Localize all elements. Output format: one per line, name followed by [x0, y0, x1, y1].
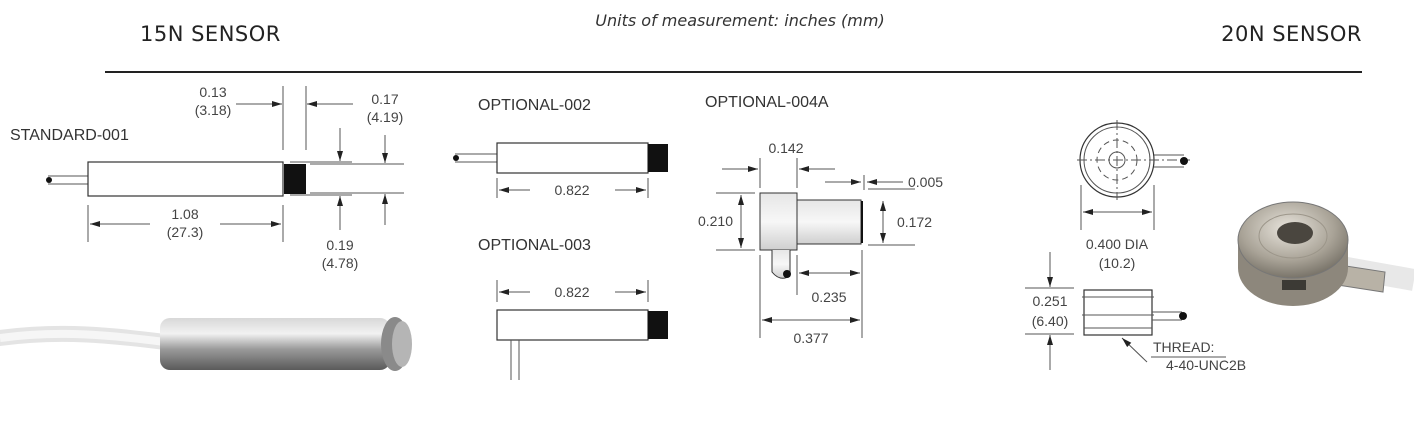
dimension-label: 1.08	[171, 206, 198, 222]
optional-002-drawing: OPTIONAL-002 0.822	[453, 97, 668, 198]
standard-001-label: STANDARD-001	[10, 127, 129, 144]
dimension-label: (3.18)	[195, 102, 232, 118]
dimension-label: 0.13	[199, 84, 226, 100]
dimension-label: (27.3)	[167, 224, 204, 240]
dimension-label: (4.78)	[322, 255, 359, 271]
dimension-label: 0.400 DIA	[1086, 236, 1149, 252]
left-title: 15N SENSOR	[140, 22, 281, 46]
dimension-label: (4.19)	[367, 109, 404, 125]
sensor-body	[87, 161, 284, 197]
dimension-label: 0.172	[897, 214, 932, 230]
dimension-label: (6.40)	[1032, 313, 1069, 329]
optional-004a-drawing: OPTIONAL-004A 0.142 0.005 0.210 0.172 0.…	[698, 94, 943, 346]
dimension-label: 4-40-UNC2B	[1166, 357, 1246, 373]
dimension-label: 0.822	[554, 284, 589, 300]
dimension-label: 0.251	[1032, 293, 1067, 309]
dimension-label: 0.235	[811, 289, 846, 305]
20n-sensor-drawing: 0.400 DIA (10.2) 0.251 (6.40) THREAD: 4-…	[1025, 120, 1246, 373]
15n-sensor-photo	[0, 317, 412, 371]
dimension-label: (10.2)	[1099, 255, 1136, 271]
dimension-label: 0.377	[793, 330, 828, 346]
optional-004a-label: OPTIONAL-004A	[705, 94, 829, 111]
dimension-label: THREAD:	[1153, 339, 1214, 355]
optional-002-label: OPTIONAL-002	[478, 97, 591, 114]
dimension-label: 0.822	[554, 182, 589, 198]
cable	[48, 175, 88, 185]
20n-sensor-photo	[1237, 201, 1414, 306]
standard-001-drawing: STANDARD-001 0.13 (3.18) 0.17 (4.19) 0.1…	[10, 84, 404, 271]
dimension-label: 0.005	[908, 174, 943, 190]
dimension-label: 0.210	[698, 213, 733, 229]
sensor-cap	[284, 164, 306, 194]
dimension-label: 0.142	[768, 140, 803, 156]
right-title: 20N SENSOR	[1221, 22, 1362, 46]
units-note: Units of measurement: inches (mm)	[595, 11, 884, 30]
optional-003-label: OPTIONAL-003	[478, 237, 591, 254]
optional-003-drawing: OPTIONAL-003 0.822	[478, 237, 668, 380]
dimension-label: 0.17	[371, 91, 398, 107]
dimension-label: 0.19	[326, 237, 353, 253]
